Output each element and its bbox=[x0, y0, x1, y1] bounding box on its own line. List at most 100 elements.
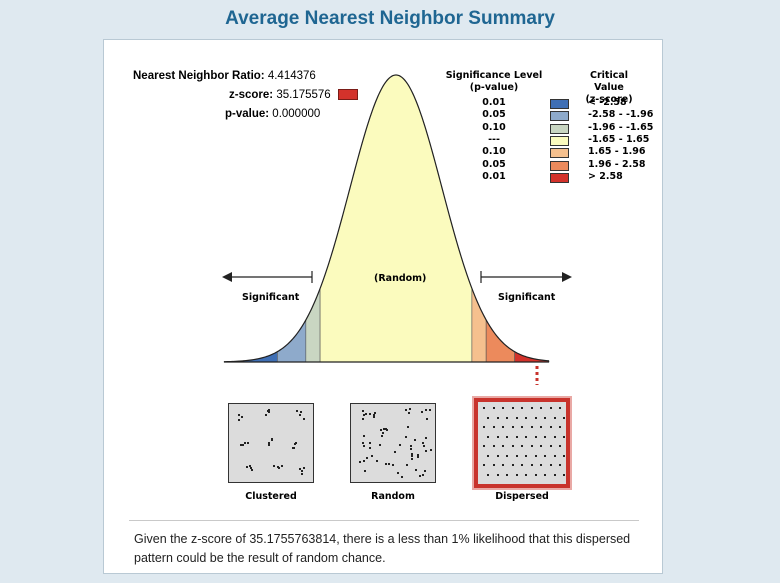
point-dot bbox=[364, 470, 367, 473]
point-dot bbox=[405, 436, 408, 439]
z-score-row: z-score: 35.175576 bbox=[229, 89, 358, 101]
point-dot bbox=[559, 407, 561, 409]
point-dot bbox=[553, 454, 556, 457]
point-dot bbox=[268, 408, 271, 411]
point-dot bbox=[242, 444, 245, 447]
point-dot bbox=[563, 435, 565, 438]
divider bbox=[129, 520, 639, 521]
point-dot bbox=[521, 426, 523, 428]
point-dot bbox=[521, 445, 523, 447]
point-dot bbox=[549, 426, 552, 428]
point-dot bbox=[559, 445, 561, 447]
point-dot bbox=[534, 435, 537, 438]
point-dot bbox=[362, 435, 365, 438]
legend-z-range: -1.65 - 1.65 bbox=[588, 133, 650, 145]
point-dot bbox=[515, 473, 518, 476]
point-dot bbox=[365, 457, 368, 460]
point-dot bbox=[248, 464, 251, 467]
point-dot bbox=[410, 458, 413, 461]
point-dot bbox=[267, 411, 270, 414]
point-dot bbox=[406, 464, 409, 467]
point-dot bbox=[544, 416, 546, 419]
point-dot bbox=[563, 454, 565, 457]
legend-p-value: 0.10 bbox=[482, 146, 506, 158]
point-dot bbox=[369, 446, 372, 449]
point-dot bbox=[483, 426, 485, 428]
point-dot bbox=[511, 426, 514, 428]
point-dot bbox=[421, 474, 424, 477]
point-dot bbox=[534, 473, 537, 476]
point-dot bbox=[361, 418, 364, 421]
point-dot bbox=[424, 437, 427, 440]
point-dot bbox=[559, 464, 561, 466]
legend-z-range: > 2.58 bbox=[588, 170, 623, 182]
p-value-label: p-value: bbox=[225, 108, 270, 120]
normal-curve-chart bbox=[222, 74, 572, 385]
point-dot bbox=[511, 464, 514, 466]
point-dot bbox=[521, 464, 523, 466]
legend-swatch bbox=[550, 99, 569, 109]
legend-swatch bbox=[550, 135, 569, 146]
point-dot bbox=[266, 409, 269, 412]
point-dot bbox=[502, 407, 504, 409]
point-dot bbox=[299, 413, 302, 416]
point-dot bbox=[511, 407, 514, 409]
point-dot bbox=[373, 416, 376, 419]
point-dot bbox=[393, 451, 396, 454]
point-dot bbox=[422, 445, 425, 448]
dispersed-label: Dispersed bbox=[495, 491, 549, 502]
legend-swatch bbox=[550, 148, 569, 159]
point-dot bbox=[292, 447, 295, 450]
right-significant-label: Significant bbox=[498, 292, 556, 303]
p-value-value: 0.000000 bbox=[272, 108, 321, 120]
point-dot bbox=[364, 412, 367, 415]
point-dot bbox=[392, 463, 395, 466]
point-dot bbox=[506, 416, 508, 419]
point-dot bbox=[291, 447, 294, 450]
point-dot bbox=[398, 443, 401, 446]
point-dot bbox=[496, 454, 499, 457]
point-dot bbox=[296, 410, 299, 413]
point-dot bbox=[374, 411, 377, 414]
point-dot bbox=[563, 473, 565, 476]
legend-p-value: 0.05 bbox=[482, 158, 506, 170]
point-dot bbox=[540, 445, 542, 447]
point-dot bbox=[525, 435, 527, 438]
point-dot bbox=[496, 435, 499, 438]
point-dot bbox=[404, 408, 407, 411]
legend-p-value: 0.05 bbox=[482, 109, 506, 121]
point-dot bbox=[246, 465, 249, 468]
point-dot bbox=[410, 448, 413, 451]
point-dot bbox=[511, 445, 514, 447]
legend-swatch bbox=[550, 111, 569, 122]
right-arrow-head bbox=[562, 272, 572, 282]
point-dot bbox=[424, 408, 427, 411]
point-dot bbox=[506, 435, 508, 438]
legend-swatch bbox=[550, 160, 569, 171]
point-dot bbox=[362, 414, 365, 417]
dispersed-pattern-box bbox=[474, 398, 570, 488]
point-dot bbox=[300, 411, 303, 414]
point-dot bbox=[251, 469, 254, 472]
point-dot bbox=[521, 407, 523, 409]
point-dot bbox=[268, 442, 271, 445]
point-dot bbox=[380, 428, 383, 431]
point-dot bbox=[483, 464, 485, 466]
point-dot bbox=[302, 467, 305, 470]
point-dot bbox=[300, 469, 303, 472]
point-dot bbox=[540, 407, 542, 409]
point-dot bbox=[382, 432, 385, 435]
legend-sig-header-line2: (p-value) bbox=[469, 82, 519, 93]
summary-panel: Nearest Neighbor Ratio: 4.414376 z-score… bbox=[103, 39, 663, 574]
point-dot bbox=[372, 414, 375, 417]
point-dot bbox=[271, 438, 274, 441]
point-dot bbox=[302, 417, 305, 420]
point-dot bbox=[515, 435, 518, 438]
point-dot bbox=[246, 441, 249, 444]
point-dot bbox=[369, 441, 372, 444]
point-dot bbox=[563, 416, 565, 419]
point-dot bbox=[385, 428, 388, 431]
point-dot bbox=[406, 425, 409, 428]
point-dot bbox=[487, 454, 489, 457]
point-dot bbox=[273, 465, 276, 468]
